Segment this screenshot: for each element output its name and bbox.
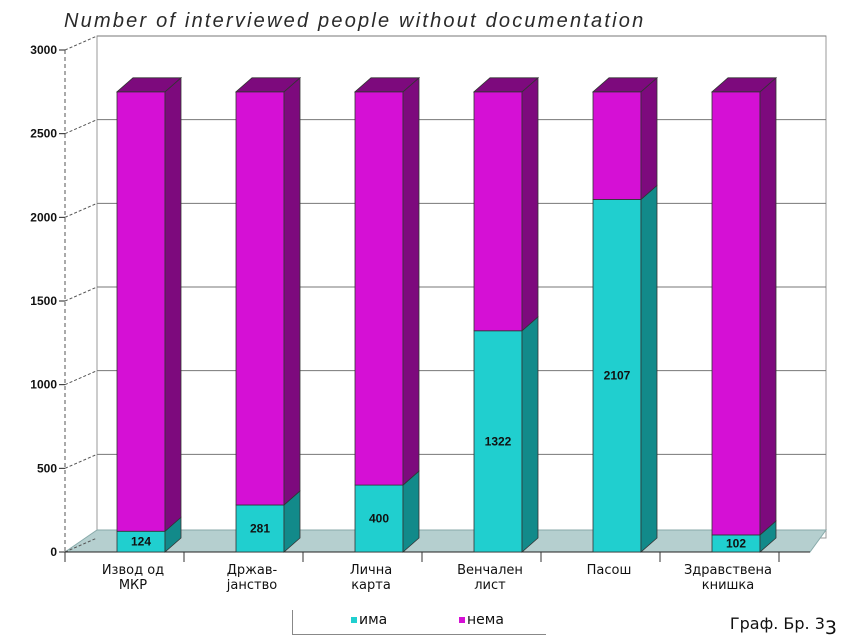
chart-legend: има нема bbox=[292, 610, 546, 635]
y-tick-label: 0 bbox=[50, 545, 57, 559]
x-category-label: Лична bbox=[350, 563, 392, 578]
chart-title: Number of interviewed people without doc… bbox=[64, 10, 646, 32]
x-category-label: Здравствена bbox=[684, 563, 772, 578]
data-label: 400 bbox=[369, 512, 389, 526]
axis-depth-tick bbox=[64, 202, 98, 218]
data-label: 2107 bbox=[604, 369, 631, 383]
data-label: 124 bbox=[131, 535, 151, 549]
bar-side bbox=[402, 76, 420, 486]
x-category-label: Пасош bbox=[587, 563, 632, 578]
figure-caption: Граф. Бр. 33 bbox=[729, 612, 837, 639]
y-tick-label: 2500 bbox=[30, 127, 57, 141]
bar-segment bbox=[592, 91, 642, 200]
bar-segment bbox=[116, 91, 166, 532]
bar-top bbox=[591, 77, 659, 93]
data-label: 102 bbox=[726, 536, 746, 550]
y-tick-label: 3000 bbox=[30, 43, 57, 57]
bar-segment bbox=[354, 91, 404, 486]
x-category-label: Венчален bbox=[457, 563, 523, 578]
bar-segment bbox=[354, 484, 404, 553]
axis-depth-tick bbox=[64, 453, 98, 469]
legend-swatch-nema bbox=[459, 617, 465, 623]
bar-segment bbox=[711, 91, 761, 536]
bar-side bbox=[521, 315, 539, 553]
legend-swatch-ima bbox=[351, 617, 357, 623]
y-tick-label: 1500 bbox=[30, 294, 57, 308]
legend-item-ima: има bbox=[351, 612, 387, 628]
bar-segment bbox=[235, 91, 285, 506]
bar-top bbox=[353, 77, 421, 93]
bar-segment bbox=[235, 504, 285, 553]
legend-label-nema: нема bbox=[467, 612, 504, 628]
x-category-label: јанство bbox=[226, 578, 277, 593]
bar-segment bbox=[473, 330, 523, 553]
y-tick-label: 1000 bbox=[30, 378, 57, 392]
bar-side bbox=[759, 76, 777, 536]
bar-side bbox=[521, 76, 539, 332]
x-category-label: лист bbox=[474, 578, 506, 593]
x-category-label: Држав- bbox=[227, 563, 278, 578]
x-category-label: Извод од bbox=[102, 563, 164, 578]
data-label: 1322 bbox=[485, 434, 512, 448]
bar-side bbox=[640, 76, 658, 201]
axis-depth-tick bbox=[64, 35, 98, 51]
bar-side bbox=[164, 76, 182, 533]
bar-top bbox=[115, 77, 183, 93]
legend-item-nema: нема bbox=[459, 612, 504, 628]
legend-label-ima: има bbox=[359, 612, 388, 628]
x-category-label: книшка bbox=[702, 578, 755, 593]
bar-top bbox=[234, 77, 302, 93]
figure-caption-text: Граф. Бр. 3 bbox=[729, 614, 825, 633]
bar-side bbox=[640, 184, 658, 553]
bar-top bbox=[472, 77, 540, 93]
axis-depth-tick bbox=[64, 370, 98, 386]
axis-depth-tick bbox=[64, 119, 98, 135]
bar-side bbox=[283, 76, 301, 506]
figure-caption-suffix: 3 bbox=[824, 617, 837, 639]
bar-top bbox=[710, 77, 778, 93]
y-tick-label: 500 bbox=[37, 461, 57, 475]
data-label: 281 bbox=[250, 521, 270, 535]
x-category-label: карта bbox=[351, 578, 391, 593]
bar-segment bbox=[473, 91, 523, 332]
axis-depth-tick bbox=[64, 286, 98, 302]
y-tick-label: 2000 bbox=[30, 210, 57, 224]
axis-depth-tick bbox=[64, 537, 98, 553]
x-category-label: МКР bbox=[119, 578, 147, 593]
